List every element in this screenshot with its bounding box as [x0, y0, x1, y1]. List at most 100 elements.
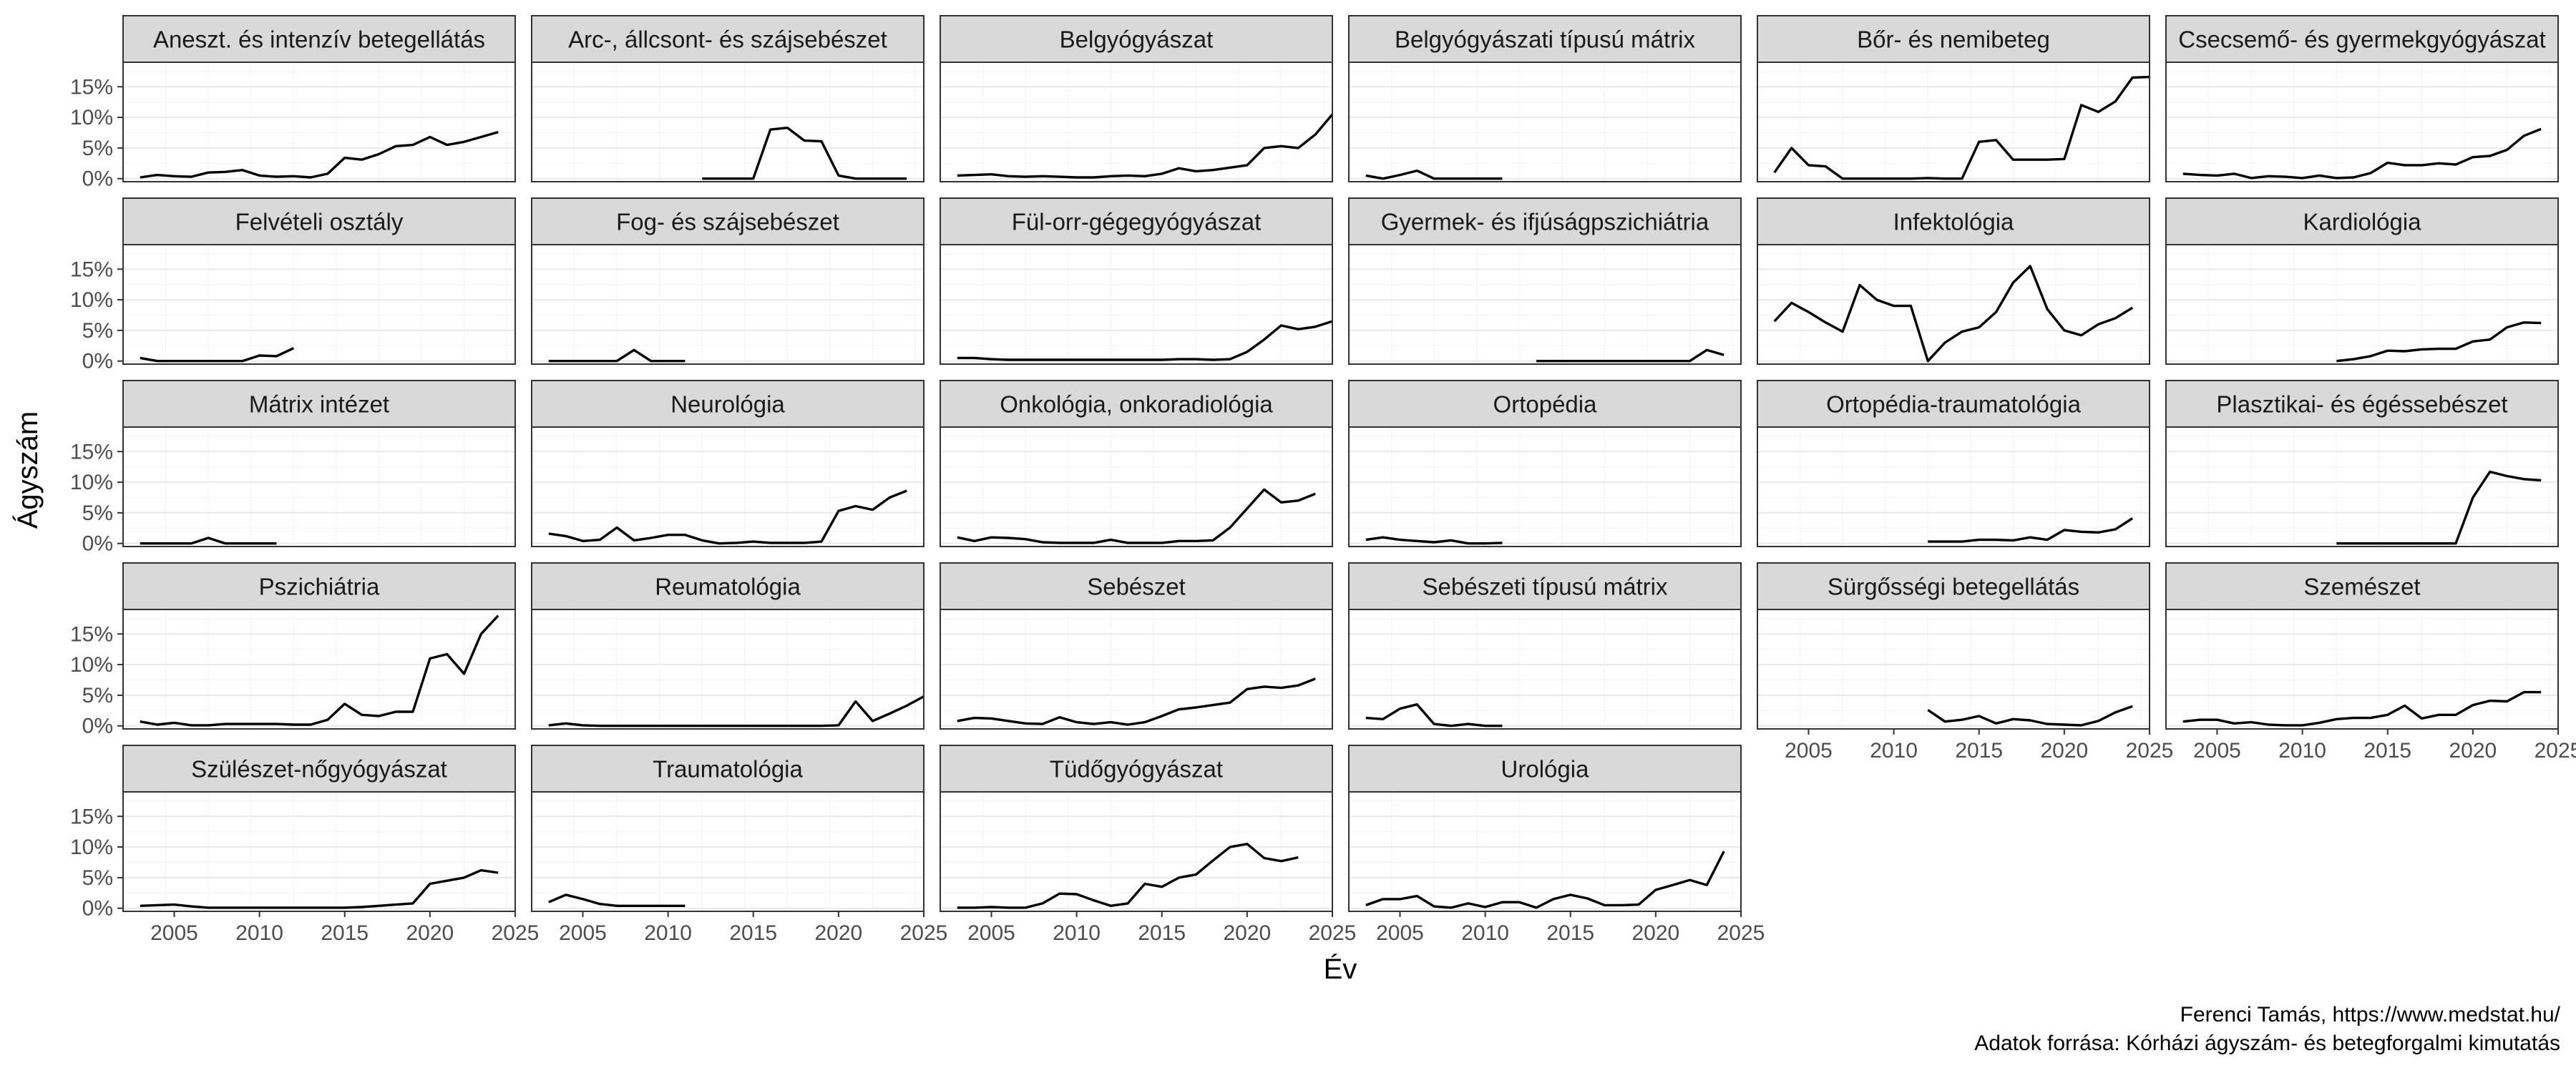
facet-panel: Felvételi osztály 0% 5% 10% 15% [70, 197, 516, 373]
facet-panel: Reumatológia [531, 562, 924, 730]
x-tick-label: 2025 [2534, 739, 2576, 763]
facet-strip-label: Belgyógyászat [1060, 26, 1214, 53]
y-tick-label: 5% [82, 137, 113, 160]
panel-background [940, 792, 1332, 911]
facet-strip-label: Csecsemő- és gyermekgyógyászat [2178, 26, 2546, 53]
series-line [1773, 265, 2134, 363]
y-tick-label: 15% [70, 805, 113, 828]
panel-border [122, 426, 516, 547]
panel-background [2166, 609, 2558, 729]
facet-panel: Neurológia [531, 380, 924, 547]
y-tick-label: 0% [82, 897, 113, 921]
facet-strip [122, 197, 516, 245]
facet-strip [1348, 745, 1742, 793]
y-tick-label: 0% [82, 715, 113, 738]
series-line [957, 843, 1299, 909]
x-tick-label: 2025 [492, 921, 540, 945]
panel-border [122, 244, 516, 365]
facet-strip [531, 745, 924, 793]
x-tick-label: 2020 [406, 921, 454, 945]
x-tick-label: 2015 [2363, 739, 2411, 763]
facet-strip-label: Traumatológia [653, 756, 803, 783]
facet-panel: Tüdőgyógyászat 2005 2010 2015 2020 2025 [940, 745, 1356, 945]
facet-panel: Belgyógyászat [940, 15, 1334, 182]
y-tick-label: 0% [82, 167, 113, 191]
y-tick-label: 5% [82, 684, 113, 707]
gridlines [531, 792, 924, 911]
panel-border [940, 62, 1333, 182]
series-line [2182, 127, 2542, 180]
x-tick-label: 2005 [1376, 921, 1424, 945]
panel-border [122, 62, 516, 182]
facet-strip-label: Plasztikai- és égéssebészet [2216, 391, 2507, 418]
series-line [957, 488, 1316, 544]
x-tick-label: 2010 [1870, 739, 1918, 763]
y-axis-title: Ágyszám [11, 411, 44, 529]
x-tick-label: 2005 [1785, 739, 1833, 763]
series-line [2182, 690, 2542, 727]
facet-panel: Ortopédia-traumatológia [1757, 380, 2150, 547]
facet-strip-label: Pszichiátria [259, 574, 380, 600]
y-tick-label: 5% [82, 319, 113, 343]
facet-panels: Aneszt. és intenzív betegellátás 0% 5% 10% 1… [70, 15, 2576, 945]
facet-panel: Pszichiátria 0% 5% 10% 15% [70, 562, 516, 738]
y-tick-label: 0% [82, 532, 113, 556]
facet-strip-label: Fog- és szájsebészet [616, 209, 839, 235]
gridlines [1757, 62, 2150, 182]
facet-strip-label: Infektológia [1893, 209, 2014, 235]
panel-background [123, 609, 515, 729]
x-tick-label: 2015 [321, 921, 369, 945]
series-line [140, 536, 277, 545]
caption-source: Adatok forrása: Kórházi ágyszám- és bete… [1974, 1032, 2560, 1055]
panel-background [940, 62, 1332, 182]
panel-background [2166, 245, 2558, 364]
facet-strip [122, 745, 516, 793]
x-axis-title: Év [1324, 953, 1357, 985]
panel-background [123, 427, 515, 547]
facet-panel: Aneszt. és intenzív betegellátás 0% 5% 10% 1… [70, 15, 516, 191]
facet-strip-label: Sürgősségi betegellátás [1828, 574, 2079, 600]
facet-strip-label: Fül-orr-gégegyógyászat [1012, 209, 1262, 235]
facet-strip [122, 15, 516, 63]
series-line [957, 677, 1316, 726]
x-tick-label: 2010 [1461, 921, 1509, 945]
gridlines [940, 609, 1332, 729]
facet-strip [940, 562, 1333, 610]
y-tick-label: 15% [70, 258, 113, 281]
x-tick-label: 2020 [2040, 739, 2088, 763]
series-line [548, 348, 686, 363]
facet-panel: Sebészeti típusú mátrix [1348, 562, 1742, 730]
panel-border [531, 426, 924, 547]
facet-strip [940, 380, 1333, 428]
facet-strip [940, 15, 1333, 63]
x-tick-label: 2020 [1223, 921, 1271, 945]
panel-background [940, 427, 1332, 547]
facet-strip [1348, 380, 1742, 428]
facet-strip-label: Urológia [1501, 756, 1590, 783]
panel-border [1348, 244, 1742, 365]
panel-border [2165, 609, 2559, 730]
y-tick-label: 5% [82, 501, 113, 525]
panel-border [1757, 426, 2150, 547]
panel-border [1757, 62, 2150, 182]
panel-border [2165, 244, 2559, 365]
panel-background [1757, 245, 2150, 364]
gridlines [1348, 792, 1741, 911]
panel-border [2165, 62, 2559, 182]
gridlines [1348, 609, 1741, 729]
panel-border [1348, 791, 1742, 912]
y-tick-label: 0% [82, 350, 113, 373]
facet-strip-label: Reumatológia [655, 574, 801, 600]
panel-background [1349, 609, 1741, 729]
panel-background [532, 245, 924, 364]
panel-border [1757, 609, 2150, 730]
facet-strip-label: Sebészeti típusú mátrix [1423, 574, 1668, 600]
y-tick-label: 5% [82, 866, 113, 890]
series-line [1365, 169, 1503, 180]
x-tick-label: 2005 [150, 921, 198, 945]
facet-panel: Ortopédia [1348, 380, 1742, 547]
facet-panel: Csecsemő- és gyermekgyógyászat [2165, 15, 2559, 182]
x-tick-label: 2010 [1053, 921, 1101, 945]
facet-panel: Plasztikai- és égéssebészet [2165, 380, 2559, 547]
